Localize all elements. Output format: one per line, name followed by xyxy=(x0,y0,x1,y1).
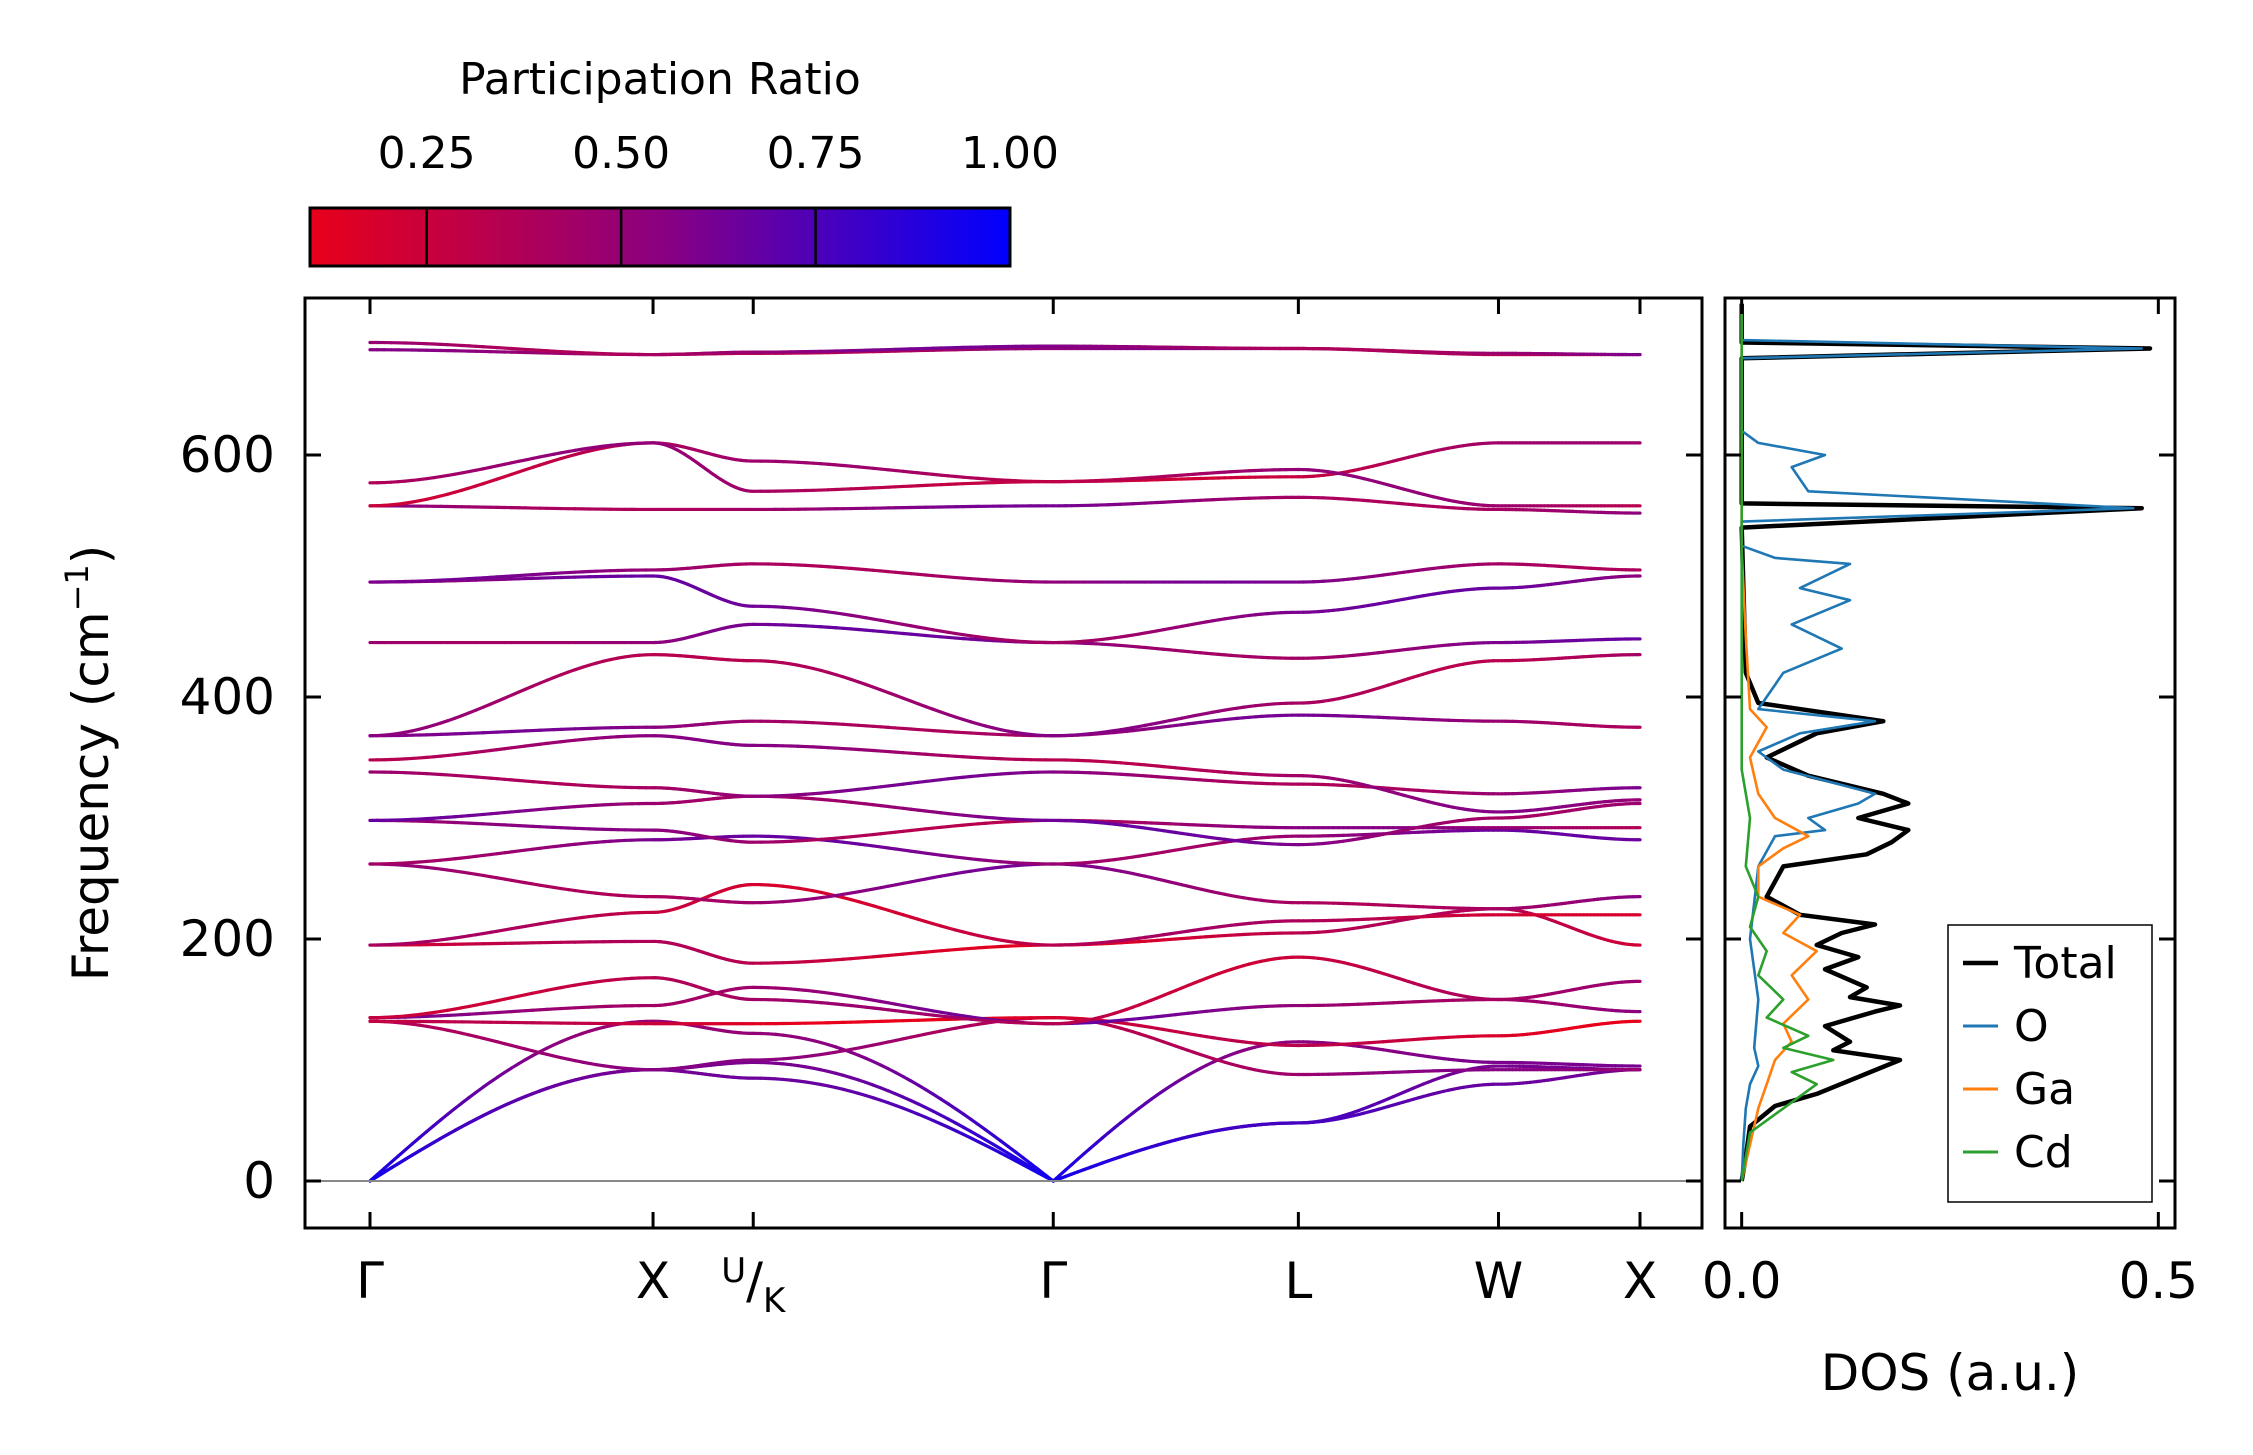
phonon-branch xyxy=(368,794,1642,847)
phonon-branch xyxy=(368,1060,1642,1183)
phonon-branch xyxy=(368,495,1642,515)
colorbar-tick-label: 1.00 xyxy=(961,128,1059,179)
colorbar-tick-label: 0.25 xyxy=(378,128,476,179)
phonon-branch xyxy=(368,828,1642,866)
phonon-branch xyxy=(368,955,1642,1026)
phonon-branch xyxy=(368,653,1642,738)
phonon-branch xyxy=(368,862,1642,911)
colorbar-gradient xyxy=(308,206,1012,268)
phonon-branches xyxy=(368,340,1642,1183)
colorbar-tick-label: 0.75 xyxy=(767,128,865,179)
phonon-branch xyxy=(368,770,1642,798)
phonon-branch xyxy=(368,734,1642,814)
phonon-branch xyxy=(368,882,1642,947)
phonon-branch xyxy=(368,713,1642,738)
colorbar-tick-label: 0.50 xyxy=(572,128,670,179)
phonon-branch xyxy=(368,1016,1642,1077)
colorbar-ticks: 0.25 0.50 0.75 1.00 xyxy=(378,128,1059,266)
phonon-branch xyxy=(368,562,1642,584)
colorbar-title: Participation Ratio xyxy=(459,54,861,105)
phonon-branch xyxy=(368,1068,1642,1183)
colorbar: Participation Ratio 0.25 0.50 0.75 1.00 xyxy=(308,54,1059,268)
phonon-branch xyxy=(368,574,1642,645)
